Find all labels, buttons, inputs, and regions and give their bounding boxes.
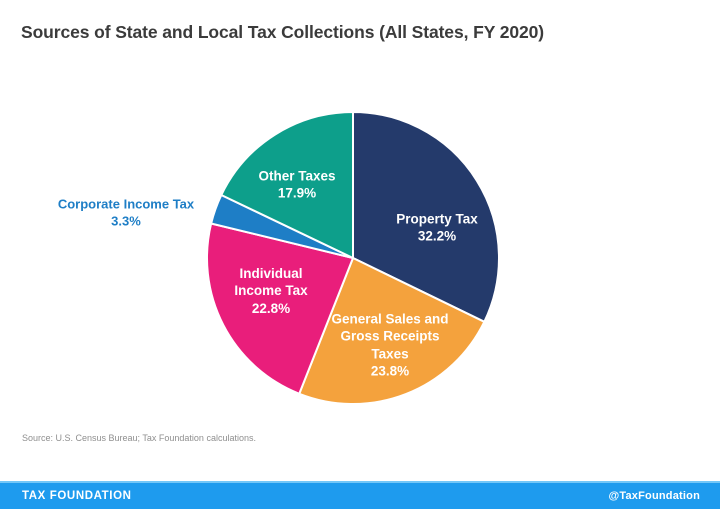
pie-label-individual-income-tax-pct: 22.8%: [251, 300, 291, 316]
pie-label-corporate-income-tax-pct: 3.3%: [111, 213, 141, 228]
pie-label-property-tax-name: Property Tax: [396, 211, 478, 227]
footer-bar: TAX FOUNDATION @TaxFoundation: [0, 481, 720, 509]
pie-label-general-sales-pct: 23.8%: [370, 363, 410, 379]
pie-label-corporate-income-tax: Corporate Income Tax 3.3%: [58, 196, 194, 229]
pie-label-general-sales-name: General Sales and Gross Receipts Taxes: [331, 311, 449, 361]
pie-label-other-taxes: Other Taxes 17.9%: [258, 168, 335, 203]
pie-slice-property-tax: [352, 111, 500, 323]
pie-label-property-tax-pct: 32.2%: [417, 229, 457, 244]
footer-twitter-handle: @TaxFoundation: [608, 490, 700, 502]
pie-label-individual-income-tax: Individual Income Tax 22.8%: [215, 265, 327, 317]
pie-label-corporate-income-tax-name: Corporate Income Tax: [57, 196, 195, 212]
pie-label-general-sales: General Sales and Gross Receipts Taxes 2…: [329, 310, 451, 379]
pie-label-property-tax: Property Tax 32.2%: [396, 211, 478, 246]
footer-brand-label: TAX FOUNDATION: [22, 490, 132, 502]
pie-label-individual-income-tax-name: Individual Income Tax: [234, 266, 308, 299]
pie-label-other-taxes-name: Other Taxes: [258, 168, 336, 184]
pie-slice-general-sales-and-gross-receipts-taxes: [298, 257, 486, 405]
pie-slices-group: [206, 111, 500, 405]
page-title: Sources of State and Local Tax Collectio…: [21, 22, 544, 42]
source-note: Source: U.S. Census Bureau; Tax Foundati…: [22, 433, 256, 443]
pie-slice-individual-income-tax: [206, 222, 354, 395]
pie-slice-other-taxes: [220, 111, 354, 259]
pie-label-other-taxes-pct: 17.9%: [277, 186, 317, 201]
